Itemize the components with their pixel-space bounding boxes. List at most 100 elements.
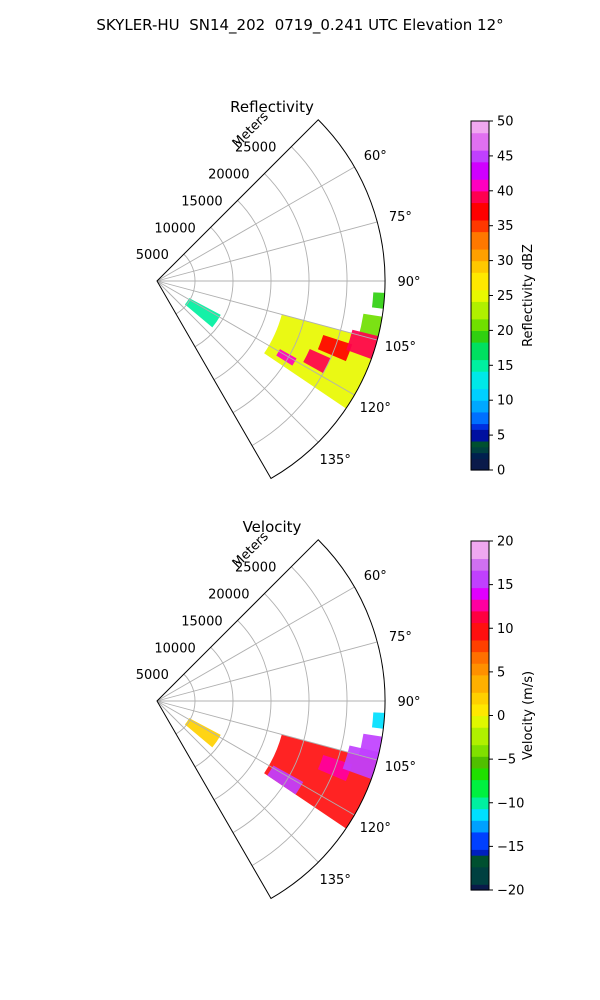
- azimuth-tick-label: 135°: [320, 873, 351, 888]
- echo-regions: [184, 292, 385, 409]
- colorbar-tick-label: 5: [497, 429, 505, 444]
- colorbar-segment: [471, 126, 489, 134]
- colorbar-segment: [471, 423, 489, 430]
- colorbar-segment: [471, 406, 489, 413]
- colorbar-segment: [471, 866, 489, 874]
- colorbar-segment: [471, 622, 489, 629]
- azimuth-tick-label: 90°: [397, 275, 420, 290]
- radial-tick-label: 10000: [154, 641, 195, 656]
- colorbar: −20 −15 −10 −5 0 5 10 15 20 Velocity (m/s): [470, 535, 536, 899]
- colorbar-segment: [471, 376, 489, 384]
- colorbar-segment: [471, 820, 489, 827]
- azimuth-gridline: [156, 700, 319, 863]
- radial-tick-label: 20000: [208, 588, 249, 603]
- colorbar-tick-label: 10: [497, 622, 514, 637]
- colorbar-segment: [471, 703, 489, 711]
- colorbar-segment: [471, 301, 489, 308]
- colorbar-segment: [471, 202, 489, 209]
- colorbar-segment: [471, 651, 489, 658]
- colorbar-segment: [471, 779, 489, 786]
- colorbar-segment: [471, 231, 489, 238]
- colorbar-segment: [471, 657, 489, 664]
- colorbar-segment: [471, 167, 489, 174]
- azimuth-gridline: [156, 166, 355, 282]
- azimuth-gridline: [156, 641, 378, 702]
- radial-tick-label: 25000: [235, 561, 276, 576]
- echo-region: [184, 298, 221, 328]
- colorbar-segment: [471, 324, 489, 331]
- azimuth-tick-label: 75°: [389, 630, 412, 645]
- azimuth-tick-label: 105°: [385, 760, 416, 775]
- colorbar-segment: [471, 698, 489, 705]
- colorbar-segment: [471, 342, 489, 349]
- azimuth-gridline: [156, 700, 355, 816]
- echo-region: [371, 712, 385, 729]
- colorbar-segment: [471, 546, 489, 554]
- colorbar-segment: [471, 796, 489, 804]
- colorbar-segment: [471, 645, 489, 653]
- colorbar-segment: [471, 219, 489, 227]
- colorbar-tick-label: 45: [497, 149, 514, 164]
- colorbar-segment: [471, 558, 489, 565]
- colorbar-segment: [471, 371, 489, 378]
- colorbar-segment: [471, 307, 489, 314]
- colorbar-segment: [471, 295, 489, 302]
- colorbar-segment: [471, 394, 489, 401]
- colorbar-segment: [471, 260, 489, 268]
- azimuth-tick-label: 90°: [397, 695, 420, 710]
- colorbar-segment: [471, 208, 489, 215]
- colorbar-segment: [471, 599, 489, 606]
- colorbar: 0 5 10 15 20 25 30 35 40 45 50 Reflectivity dBZ: [470, 115, 536, 479]
- colorbar-segment: [471, 692, 489, 699]
- colorbar-tick-label: −10: [497, 796, 524, 811]
- range-ring: [251, 566, 348, 866]
- colorbar-segment: [471, 132, 489, 140]
- panel-title: Reflectivity: [230, 98, 314, 116]
- colorbar-segment: [471, 138, 489, 145]
- azimuth-tick-label: 120°: [360, 401, 391, 416]
- colorbar-segment: [471, 347, 489, 355]
- azimuth-tick-label: 135°: [320, 453, 351, 468]
- colorbar-segment: [471, 190, 489, 198]
- colorbar-tick-label: 15: [497, 359, 514, 374]
- echo-region: [346, 329, 379, 359]
- colorbar-tick-label: 0: [497, 709, 505, 724]
- colorbar-segment: [471, 750, 489, 757]
- radial-tick-label: 15000: [181, 614, 222, 629]
- colorbar-segment: [471, 214, 489, 221]
- colorbar-segment: [471, 878, 489, 885]
- colorbar-tick-label: 10: [497, 394, 514, 409]
- colorbar-label: Velocity (m/s): [521, 671, 536, 760]
- colorbar-tick-label: −5: [497, 753, 516, 768]
- colorbar-segment: [471, 808, 489, 815]
- colorbar-segment: [471, 663, 489, 670]
- colorbar-segment: [471, 843, 489, 850]
- colorbar-segment: [471, 382, 489, 390]
- colorbar-segment: [471, 849, 489, 856]
- colorbar-segment: [471, 248, 489, 256]
- colorbar-segment: [471, 266, 489, 273]
- colorbar-segment: [471, 184, 489, 192]
- range-ring: [232, 173, 310, 414]
- colorbar-segment: [471, 744, 489, 751]
- echo-region: [267, 765, 304, 795]
- panel-reflectivity: 60° 75° 90° 105° 120° 135° 5000 10000 15000 20000…: [136, 98, 536, 480]
- colorbar-segment: [471, 283, 489, 291]
- colorbar-segment: [471, 161, 489, 169]
- echo-region: [303, 349, 331, 374]
- colorbar-segment: [471, 353, 489, 361]
- colorbar-segment: [471, 721, 489, 728]
- colorbar-tick-label: 0: [497, 464, 505, 479]
- colorbar-segment: [471, 417, 489, 425]
- colorbar-segment: [471, 802, 489, 810]
- panel-title: Velocity: [243, 518, 302, 536]
- echo-region: [184, 718, 221, 748]
- colorbar-tick-label: 50: [497, 115, 514, 130]
- colorbar-segment: [471, 727, 489, 734]
- colorbar-segment: [471, 278, 489, 285]
- range-ring: [175, 253, 196, 315]
- panel-velocity: 60° 75° 90° 105° 120° 135° 5000 10000 15000 20000…: [136, 518, 536, 900]
- colorbar-segment: [471, 860, 489, 868]
- colorbar-segment: [471, 634, 489, 641]
- azimuth-tick-label: 60°: [364, 569, 387, 584]
